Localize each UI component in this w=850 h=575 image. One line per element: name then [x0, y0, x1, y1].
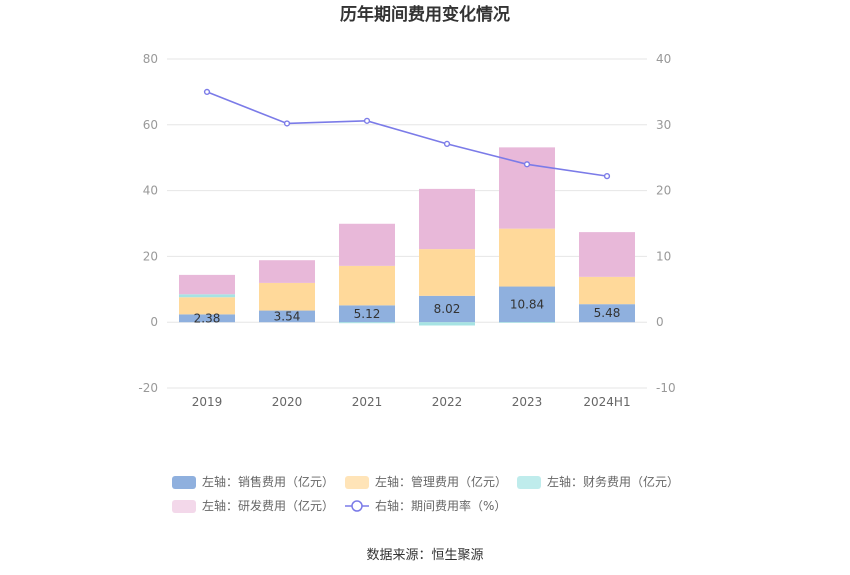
legend-label: 左轴：管理费用（亿元） [375, 474, 507, 489]
bar-segment [419, 188, 475, 250]
bar-segment [339, 223, 395, 266]
line-point [203, 88, 211, 96]
right-tick-label: 20 [656, 184, 671, 198]
left-tick-label: 60 [143, 118, 158, 132]
bar-segment [179, 274, 235, 295]
bar-segment [499, 322, 555, 323]
bar-segment [419, 249, 475, 296]
left-tick-label: 80 [143, 52, 158, 66]
line-point [603, 173, 611, 180]
bar-segment [259, 260, 315, 283]
bar-segment [419, 295, 475, 323]
series-line [206, 91, 608, 177]
bar-segment [339, 322, 395, 324]
bar-segment [499, 228, 555, 287]
left-tick-label: 0 [150, 315, 158, 329]
right-axis-ticks: -10 0 10 20 30 40 [656, 52, 676, 395]
x-tick-label: 2024H1 [583, 395, 630, 409]
bar-data-label: 5.12 [354, 307, 381, 321]
bar-segment [339, 305, 395, 323]
right-tick-label: 30 [656, 118, 671, 132]
bar-segment [499, 147, 555, 229]
data-labels: 2.38 3.54 5.12 8.02 10.84 5.48 [194, 297, 621, 325]
bar-series [179, 147, 635, 326]
legend-label: 左轴：研发费用（亿元） [202, 498, 334, 513]
right-tick-label: -10 [656, 381, 676, 395]
bar-data-label: 2.38 [194, 311, 221, 325]
bar-segment [179, 297, 235, 315]
bar-segment [579, 276, 635, 305]
legend-label: 左轴：销售费用（亿元） [202, 474, 334, 489]
line-point [283, 120, 291, 127]
source-note: 数据来源：恒生聚源 [366, 548, 483, 563]
bar-segment [579, 232, 635, 277]
left-tick-label: 20 [143, 249, 158, 263]
bar-segment [419, 322, 475, 326]
line-point [443, 140, 451, 147]
right-tick-label: 40 [656, 52, 671, 66]
bar-data-label: 8.02 [434, 302, 461, 316]
bar-segment [339, 265, 395, 306]
legend-label: 右轴：期间费用率（%） [375, 498, 506, 513]
bar-segment [499, 286, 555, 323]
legend-swatch [172, 500, 196, 513]
x-axis-ticks: 2019 2020 2021 2022 2023 2024H1 [192, 395, 631, 409]
left-tick-label: -20 [138, 381, 158, 395]
x-tick-label: 2019 [192, 395, 223, 409]
legend-marker [351, 500, 363, 512]
line-point [363, 117, 371, 124]
grid-lines [167, 58, 647, 389]
line-series [203, 88, 611, 180]
x-tick-label: 2022 [432, 395, 463, 409]
left-axis-ticks: -20 0 20 40 60 80 [138, 52, 158, 395]
legend-swatch [517, 476, 541, 489]
x-tick-label: 2020 [272, 395, 303, 409]
bar-data-label: 3.54 [274, 309, 301, 323]
chart-title: 历年期间费用变化情况 [340, 4, 510, 25]
bar-segment [579, 304, 635, 323]
bar-segment [259, 310, 315, 323]
bar-data-label: 5.48 [594, 306, 621, 320]
right-tick-label: 10 [656, 249, 671, 263]
line-point [523, 161, 531, 168]
legend-swatch [172, 476, 196, 489]
bar-segment [179, 294, 235, 298]
x-tick-label: 2023 [512, 395, 543, 409]
bar-segment [179, 314, 235, 323]
x-tick-label: 2021 [352, 395, 383, 409]
left-tick-label: 40 [143, 184, 158, 198]
right-tick-label: 0 [656, 315, 664, 329]
legend-label: 左轴：财务费用（亿元） [547, 474, 679, 489]
legend-swatch [345, 476, 369, 489]
bar-data-label: 10.84 [510, 297, 544, 311]
legend: 左轴：销售费用（亿元） 左轴：管理费用（亿元） 左轴：财务费用（亿元） 左轴：研发费用… [172, 474, 679, 513]
bar-segment [259, 282, 315, 311]
